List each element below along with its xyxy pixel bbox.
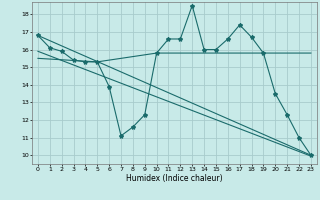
X-axis label: Humidex (Indice chaleur): Humidex (Indice chaleur) <box>126 174 223 183</box>
